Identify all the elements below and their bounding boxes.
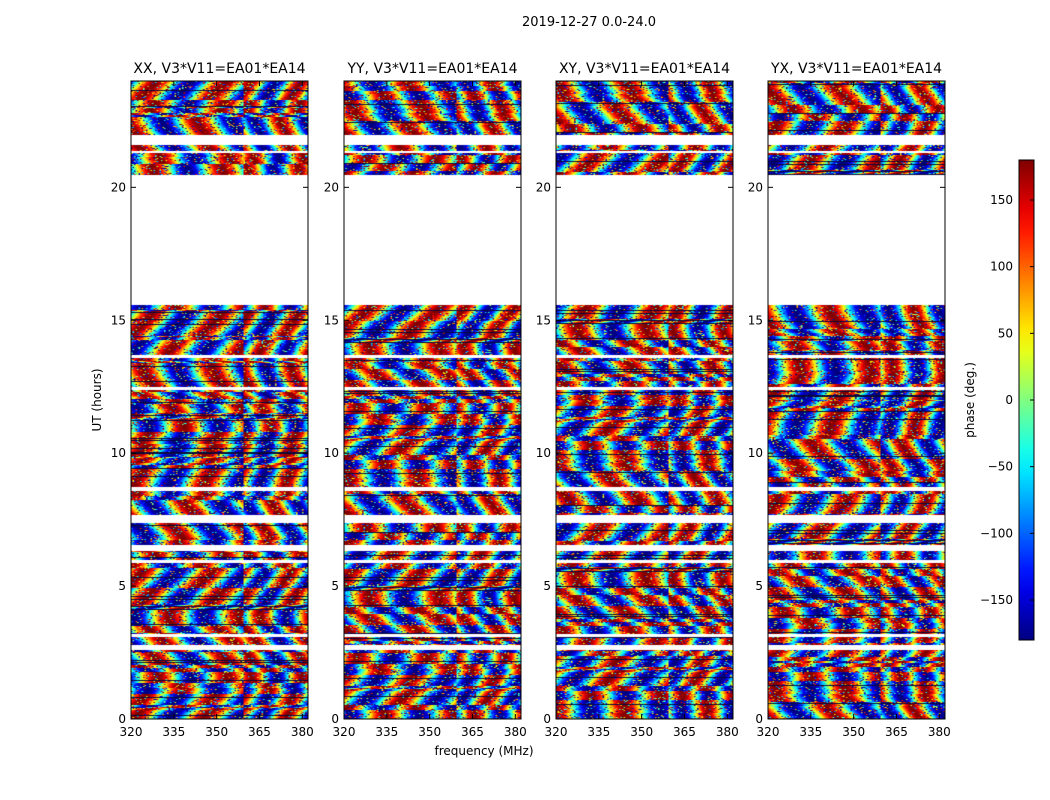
y-tick-label: 10 <box>536 446 551 460</box>
x-tick-label: 320 <box>333 725 356 739</box>
phase-heatmap-image <box>131 81 308 719</box>
colorbar-tick-label: 150 <box>990 193 1013 207</box>
y-tick-label: 10 <box>324 446 339 460</box>
colorbar-label: phase (deg.) <box>963 362 977 438</box>
panels: XX, V3*V11=EA01*EA14 320 335 350 365 380 0 5 10 1… <box>111 61 951 739</box>
y-tick-label: 10 <box>748 446 763 460</box>
y-tick-label: 20 <box>111 180 126 194</box>
y-tick-label: 0 <box>755 712 763 726</box>
x-tick-label: 380 <box>928 725 951 739</box>
x-tick-label: 380 <box>291 725 314 739</box>
y-tick-label: 5 <box>543 579 551 593</box>
panel-1: XX, V3*V11=EA01*EA14 320 335 350 365 380 0 5 10 1… <box>111 61 314 739</box>
panel-2: YY, V3*V11=EA01*EA14 320 335 350 365 380 0 5 10 1… <box>324 61 527 739</box>
y-tick-label: 15 <box>324 313 339 327</box>
colorbar-tick-label: −100 <box>980 526 1013 540</box>
y-tick-label: 15 <box>111 313 126 327</box>
x-tick-label: 365 <box>885 725 908 739</box>
y-tick-label: 5 <box>118 579 126 593</box>
x-tick-label: 365 <box>461 725 484 739</box>
x-tick-label: 335 <box>587 725 610 739</box>
phase-heatmap-image <box>556 81 733 719</box>
x-axis-label: frequency (MHz) <box>434 744 533 758</box>
y-tick-label: 15 <box>748 313 763 327</box>
x-tick-label: 380 <box>504 725 527 739</box>
panel-frame <box>343 80 522 720</box>
y-tick-label: 0 <box>331 712 339 726</box>
x-tick-label: 320 <box>120 725 143 739</box>
x-tick-label: 350 <box>842 725 865 739</box>
y-tick-label: 20 <box>536 180 551 194</box>
panel-title: YY, V3*V11=EA01*EA14 <box>346 61 517 77</box>
y-tick-label: 15 <box>536 313 551 327</box>
y-tick-label: 5 <box>755 579 763 593</box>
x-tick-label: 335 <box>375 725 398 739</box>
colorbar: −150 −100 −50 0 50 100 150 <box>980 159 1035 641</box>
y-tick-label: 5 <box>331 579 339 593</box>
panel-title: XX, V3*V11=EA01*EA14 <box>133 61 305 77</box>
panel-frame <box>767 80 946 720</box>
x-tick-label: 350 <box>205 725 228 739</box>
y-tick-label: 0 <box>118 712 126 726</box>
y-axis-label: UT (hours) <box>90 368 104 431</box>
panel-3: XY, V3*V11=EA01*EA14 320 335 350 365 380 0 5 10 1… <box>536 61 739 739</box>
panel-frame <box>130 80 309 720</box>
panel-4: YX, V3*V11=EA01*EA14 320 335 350 365 380 0 5 10 1… <box>748 61 951 739</box>
x-tick-label: 350 <box>630 725 653 739</box>
figure-title: 2019-12-27 0.0-24.0 <box>522 15 656 30</box>
colorbar-tick-label: 50 <box>998 326 1013 340</box>
x-tick-label: 380 <box>716 725 739 739</box>
phase-heatmap-image <box>344 81 521 719</box>
y-tick-label: 20 <box>748 180 763 194</box>
panel-title: YX, V3*V11=EA01*EA14 <box>770 61 942 77</box>
panel-frame <box>555 80 734 720</box>
panel-title: XY, V3*V11=EA01*EA14 <box>559 61 730 77</box>
colorbar-tick-label: −50 <box>988 460 1013 474</box>
phase-heatmap-image <box>768 81 945 719</box>
x-tick-label: 335 <box>799 725 822 739</box>
y-tick-label: 0 <box>543 712 551 726</box>
x-tick-label: 350 <box>418 725 441 739</box>
x-tick-label: 365 <box>248 725 271 739</box>
x-tick-label: 335 <box>162 725 185 739</box>
colorbar-tick-label: −150 <box>980 593 1013 607</box>
colorbar-tick-label: 100 <box>990 260 1013 274</box>
colorbar-tick-label: 0 <box>1005 393 1013 407</box>
y-tick-label: 10 <box>111 446 126 460</box>
x-tick-label: 320 <box>545 725 568 739</box>
y-tick-label: 20 <box>324 180 339 194</box>
x-tick-label: 320 <box>757 725 780 739</box>
x-tick-label: 365 <box>673 725 696 739</box>
